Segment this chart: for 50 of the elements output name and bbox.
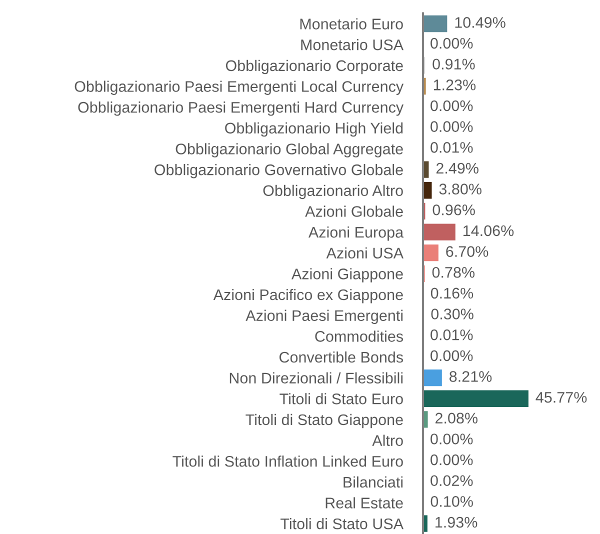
y-tick-label: Monetario Euro <box>300 18 403 30</box>
y-tick-label: Azioni Giappone <box>291 268 403 282</box>
y-tick-label: Obbligazionario Paesi Emergenti Hard Currency <box>78 102 404 116</box>
y-tick-label: Obbligazionario Governativo Globale <box>154 164 403 178</box>
y-tick-label: Azioni Paesi Emergenti <box>246 310 403 324</box>
data-label: 0.01% <box>430 329 473 340</box>
data-label: 0.91% <box>432 58 475 70</box>
data-label: 0.01% <box>430 142 473 153</box>
data-label: 14.06% <box>464 225 514 236</box>
data-label: 3.80% <box>439 184 482 194</box>
y-tick-label: Real Estate <box>326 497 403 508</box>
y-tick-label: Altro <box>372 434 403 446</box>
y-tick-label: Obbligazionario Altro <box>263 184 403 200</box>
y-tick-label: Bilanciati <box>344 476 403 488</box>
y-tick-label: Titoli di Stato Giappone <box>246 414 403 428</box>
data-label: 0.78% <box>432 266 475 278</box>
data-label: 0.30% <box>431 308 474 320</box>
y-tick-label: Obbligazionario Global Aggregate <box>176 143 403 158</box>
data-label: 0.00% <box>430 454 473 466</box>
data-label: 2.49% <box>436 162 478 174</box>
y-tick-label: Azioni Pacifico ex Giappone <box>213 288 403 304</box>
data-label: 0.10% <box>430 496 473 507</box>
data-label: 1.93% <box>436 516 478 528</box>
y-tick-label: Obbligazionario Corporate <box>226 60 403 74</box>
y-tick-label: Non Direzionali / Flessibili <box>230 372 403 384</box>
y-tick-label: Titoli di Stato Euro <box>280 393 403 404</box>
y-tick-label: Titoli di Stato Inflation Linked Euro <box>172 456 403 467</box>
y-tick-label: Monetario USA <box>301 39 404 50</box>
y-tick-label: Azioni Europa <box>308 226 404 241</box>
y-tick-label: Obbligazionario High Yield <box>225 122 403 137</box>
data-label: 0.00% <box>430 434 473 444</box>
data-label: 8.21% <box>450 371 492 382</box>
data-label: 0.96% <box>432 204 475 216</box>
y-tick-label: Obbligazionario Paesi Emergenti Local Currency <box>74 80 404 95</box>
data-label: 0.00% <box>430 38 473 49</box>
y-tick-label: Azioni USA <box>326 247 404 259</box>
data-label: 10.49% <box>455 17 506 28</box>
y-tick-label: Azioni Globale <box>305 206 403 217</box>
data-label: 0.00% <box>430 350 473 362</box>
data-label: 0.16% <box>430 288 474 299</box>
data-label: 0.02% <box>430 475 473 486</box>
data-label: 1.23% <box>434 80 476 90</box>
data-label: 6.70% <box>446 246 488 257</box>
data-label: 45.77% <box>536 392 587 403</box>
y-tick-label: Convertible Bonds <box>280 351 404 363</box>
y-tick-label: Commodities <box>315 330 404 342</box>
y-tick-label: Titoli di Stato USA <box>280 518 404 530</box>
data-label: 0.00% <box>430 100 473 112</box>
data-label: 2.08% <box>436 412 478 424</box>
data-label: 0.00% <box>430 121 473 132</box>
